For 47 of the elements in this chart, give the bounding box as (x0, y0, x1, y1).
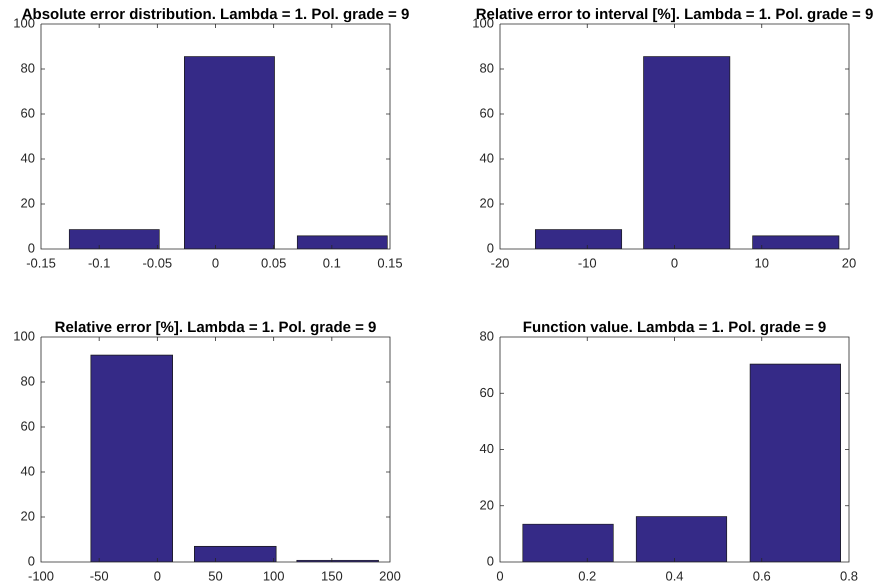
x-tick-label: 0.4 (665, 568, 684, 584)
x-tick-label: 10 (754, 255, 769, 270)
x-tick-label: -0.1 (88, 255, 110, 270)
y-tick-label: 0 (28, 240, 35, 256)
y-tick-label: 20 (480, 497, 494, 512)
x-tick-label: -50 (90, 568, 109, 584)
y-tick-label: 40 (480, 441, 494, 456)
y-tick-label: 80 (20, 60, 35, 76)
y-tick-label: 80 (480, 328, 494, 344)
y-tick-label: 100 (13, 328, 35, 344)
x-tick-label: 0 (496, 568, 504, 584)
x-tick-label: 0.2 (578, 568, 596, 584)
x-tick-label: 0.1 (322, 255, 341, 270)
y-tick-label: 40 (20, 464, 35, 479)
y-tick-label: 60 (480, 384, 494, 400)
x-tick-label: 200 (379, 568, 401, 584)
x-tick-label: -20 (490, 255, 510, 270)
x-tick-label: 0.6 (752, 568, 771, 584)
x-tick-label: 0.8 (840, 568, 858, 584)
y-tick-label: 0 (486, 554, 494, 569)
x-tick-label: -100 (28, 568, 54, 584)
y-tick-label: 0 (486, 240, 494, 256)
x-tick-label: 150 (320, 568, 343, 584)
x-tick-label: 0 (154, 568, 161, 584)
y-tick-label: 20 (20, 508, 35, 524)
y-tick-label: 80 (20, 374, 35, 389)
y-tick-label: 20 (20, 196, 35, 211)
x-tick-label: -10 (578, 255, 597, 270)
y-tick-label: 60 (480, 106, 494, 121)
y-tick-label: 60 (20, 106, 35, 121)
chart-title: Relative error [%]. Lambda = 1. Pol. grade = 9 (54, 319, 376, 336)
y-tick-label: 60 (20, 418, 35, 434)
x-tick-label: 0.05 (261, 255, 286, 270)
chart-title: Function value. Lambda = 1. Pol. grade = 9 (522, 319, 826, 336)
y-tick-label: 40 (480, 150, 494, 166)
x-tick-label: 50 (208, 568, 223, 584)
x-tick-label: 0.15 (377, 255, 403, 270)
y-tick-label: 20 (480, 196, 494, 211)
x-tick-label: 100 (262, 568, 285, 584)
y-tick-label: 80 (480, 60, 494, 76)
y-tick-label: 0 (28, 554, 35, 569)
y-tick-label: 40 (20, 150, 35, 166)
x-tick-label: -0.15 (26, 255, 56, 270)
x-tick-label: 0 (212, 255, 220, 270)
x-tick-label: 20 (842, 255, 856, 270)
x-tick-label: -0.05 (142, 255, 172, 270)
x-tick-label: 0 (670, 255, 678, 270)
